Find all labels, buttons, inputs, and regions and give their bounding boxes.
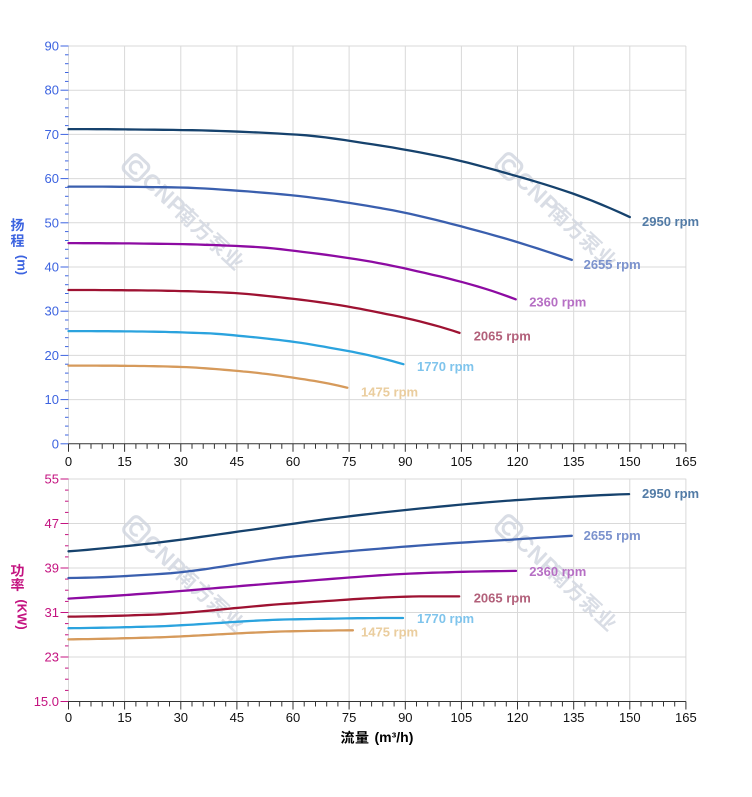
- svg-text:2360 rpm: 2360 rpm: [529, 564, 586, 579]
- svg-text:0: 0: [65, 454, 72, 469]
- svg-text:40: 40: [45, 260, 59, 275]
- svg-text:80: 80: [45, 83, 59, 98]
- svg-text:60: 60: [286, 454, 300, 469]
- svg-text:135: 135: [563, 710, 585, 725]
- svg-text:1475 rpm: 1475 rpm: [361, 625, 418, 640]
- svg-text:105: 105: [451, 710, 473, 725]
- svg-text:15.0: 15.0: [34, 694, 59, 709]
- svg-text:120: 120: [507, 454, 529, 469]
- svg-text:50: 50: [45, 215, 59, 230]
- svg-text:(KW): (KW): [15, 599, 30, 629]
- svg-text:90: 90: [398, 454, 412, 469]
- svg-text:1770 rpm: 1770 rpm: [417, 359, 474, 374]
- svg-text:30: 30: [45, 304, 59, 319]
- svg-text:15: 15: [117, 454, 131, 469]
- svg-text:90: 90: [45, 39, 59, 54]
- svg-text:2655 rpm: 2655 rpm: [584, 257, 641, 272]
- svg-text:165: 165: [675, 454, 697, 469]
- svg-text:30: 30: [174, 710, 188, 725]
- svg-text:2950 rpm: 2950 rpm: [642, 486, 699, 501]
- svg-text:(m): (m): [15, 255, 30, 275]
- svg-text:31: 31: [45, 605, 59, 620]
- svg-text:2655 rpm: 2655 rpm: [584, 528, 641, 543]
- svg-text:1770 rpm: 1770 rpm: [417, 611, 474, 626]
- svg-text:30: 30: [174, 454, 188, 469]
- svg-text:75: 75: [342, 454, 356, 469]
- svg-text:45: 45: [230, 454, 244, 469]
- svg-text:10: 10: [45, 392, 59, 407]
- svg-text:90: 90: [398, 710, 412, 725]
- svg-text:75: 75: [342, 710, 356, 725]
- svg-text:120: 120: [507, 710, 529, 725]
- svg-text:105: 105: [451, 454, 473, 469]
- svg-text:39: 39: [45, 561, 59, 576]
- svg-text:0: 0: [52, 436, 59, 451]
- svg-text:2065 rpm: 2065 rpm: [474, 328, 531, 343]
- svg-text:2065 rpm: 2065 rpm: [474, 590, 531, 605]
- svg-text:150: 150: [619, 710, 641, 725]
- svg-text:45: 45: [230, 710, 244, 725]
- svg-text:15: 15: [117, 710, 131, 725]
- svg-text:55: 55: [45, 472, 59, 487]
- svg-text:20: 20: [45, 348, 59, 363]
- svg-text:2360 rpm: 2360 rpm: [529, 295, 586, 310]
- svg-text:1475 rpm: 1475 rpm: [361, 384, 418, 399]
- svg-text:47: 47: [45, 516, 59, 531]
- svg-text:0: 0: [65, 710, 72, 725]
- svg-text:23: 23: [45, 650, 59, 665]
- svg-text:60: 60: [45, 171, 59, 186]
- svg-text:60: 60: [286, 710, 300, 725]
- svg-text:70: 70: [45, 127, 59, 142]
- svg-text:2950 rpm: 2950 rpm: [642, 214, 699, 229]
- svg-text:150: 150: [619, 454, 641, 469]
- svg-text:165: 165: [675, 710, 697, 725]
- svg-text:135: 135: [563, 454, 585, 469]
- svg-text:(m³/h): (m³/h): [375, 729, 414, 745]
